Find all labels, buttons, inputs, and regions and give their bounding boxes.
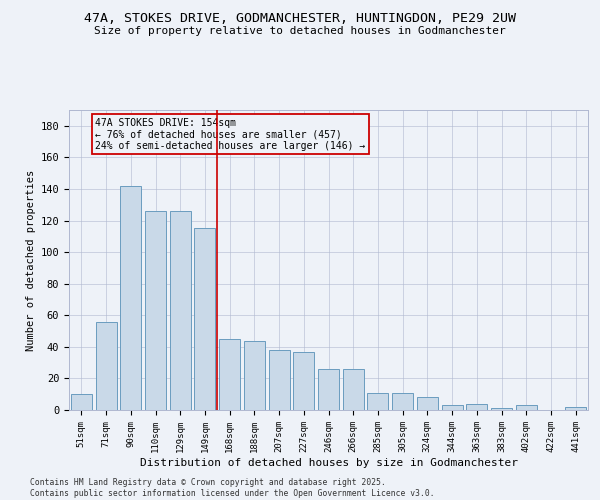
Bar bbox=[491, 408, 512, 410]
Bar bbox=[145, 211, 166, 410]
Y-axis label: Number of detached properties: Number of detached properties bbox=[26, 170, 37, 350]
Text: 47A, STOKES DRIVE, GODMANCHESTER, HUNTINGDON, PE29 2UW: 47A, STOKES DRIVE, GODMANCHESTER, HUNTIN… bbox=[84, 12, 516, 26]
Bar bbox=[244, 340, 265, 410]
Text: Contains HM Land Registry data © Crown copyright and database right 2025.
Contai: Contains HM Land Registry data © Crown c… bbox=[30, 478, 434, 498]
X-axis label: Distribution of detached houses by size in Godmanchester: Distribution of detached houses by size … bbox=[139, 458, 517, 468]
Bar bbox=[343, 369, 364, 410]
Text: Size of property relative to detached houses in Godmanchester: Size of property relative to detached ho… bbox=[94, 26, 506, 36]
Bar bbox=[293, 352, 314, 410]
Bar bbox=[120, 186, 141, 410]
Bar bbox=[442, 406, 463, 410]
Text: 47A STOKES DRIVE: 154sqm
← 76% of detached houses are smaller (457)
24% of semi-: 47A STOKES DRIVE: 154sqm ← 76% of detach… bbox=[95, 118, 365, 150]
Bar bbox=[417, 398, 438, 410]
Bar bbox=[516, 406, 537, 410]
Bar bbox=[392, 392, 413, 410]
Bar bbox=[466, 404, 487, 410]
Bar bbox=[95, 322, 116, 410]
Bar bbox=[219, 339, 240, 410]
Bar bbox=[71, 394, 92, 410]
Bar bbox=[565, 407, 586, 410]
Bar bbox=[170, 211, 191, 410]
Bar bbox=[194, 228, 215, 410]
Bar bbox=[269, 350, 290, 410]
Bar bbox=[318, 369, 339, 410]
Bar bbox=[367, 392, 388, 410]
